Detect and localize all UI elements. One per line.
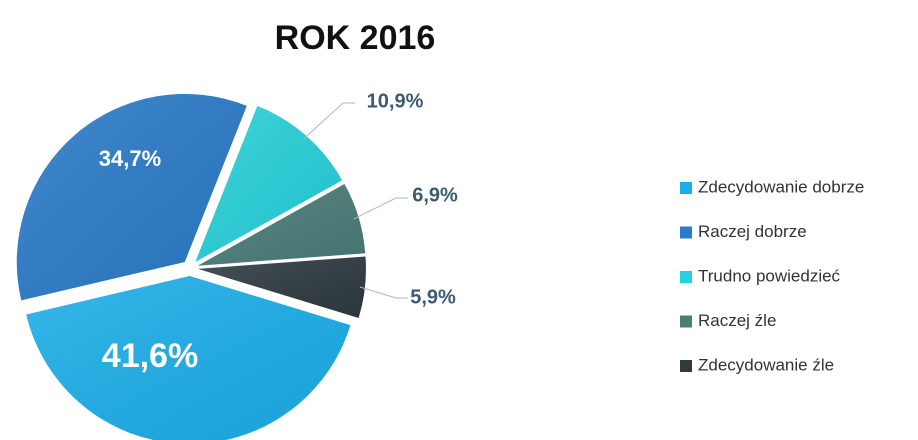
slice-shade xyxy=(197,184,366,266)
data-label: 10,9% xyxy=(367,90,424,112)
data-label: 34,7% xyxy=(99,146,161,171)
slice-shade xyxy=(16,93,247,301)
legend-swatch xyxy=(680,182,692,194)
legend-label: Raczej dobrze xyxy=(698,222,807,241)
slice-shade xyxy=(26,275,351,440)
legend-swatch xyxy=(680,271,692,283)
leader-line xyxy=(353,197,408,220)
data-label: 41,6% xyxy=(102,337,198,375)
leader-line xyxy=(302,102,355,140)
legend-label: Raczej źle xyxy=(698,311,776,330)
slice-shade xyxy=(195,105,343,262)
legend-swatch xyxy=(680,315,692,328)
data-label: 5,9% xyxy=(410,286,456,308)
legend-label: Trudno powiedzieć xyxy=(698,266,841,285)
chart-title: ROK 2016 xyxy=(275,19,436,57)
legend-swatch xyxy=(680,360,692,372)
leader-line xyxy=(359,286,408,299)
legend-swatch xyxy=(680,226,692,239)
data-label: 6,9% xyxy=(412,184,458,206)
slice-shade xyxy=(197,256,366,319)
legend-label: Zdecydowanie dobrze xyxy=(698,177,864,196)
legend-label: Zdecydowanie źle xyxy=(698,355,834,374)
